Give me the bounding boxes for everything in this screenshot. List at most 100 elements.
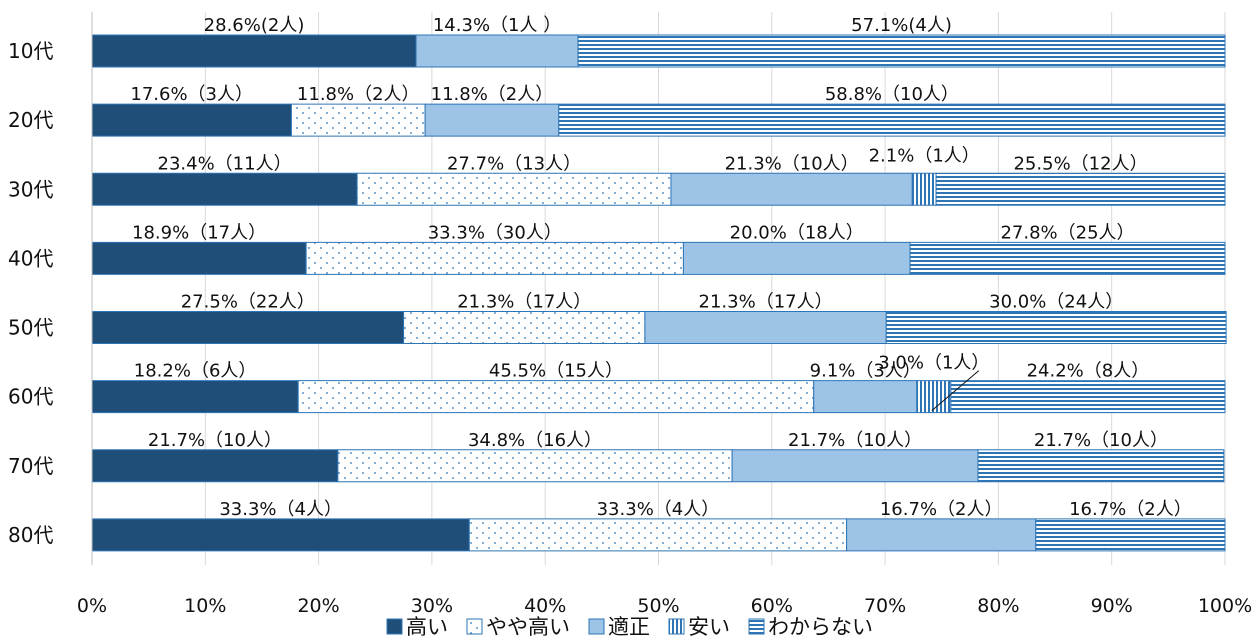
- data-label: 21.3%（17人）: [457, 292, 591, 313]
- x-tick-label: 50%: [637, 595, 679, 617]
- data-label: 30.0%（24人）: [989, 292, 1123, 313]
- bar-segment: [577, 34, 1226, 68]
- data-label: 17.6%（3人）: [130, 84, 253, 105]
- bar-segment: [305, 241, 684, 275]
- legend: 高い やや高い 適正 安い わからない: [386, 615, 873, 639]
- data-label: 9.1%（3人）: [810, 361, 921, 382]
- data-label: 28.6%(2人): [204, 15, 305, 36]
- bar-segment: [682, 241, 911, 275]
- category-label: 50代: [8, 316, 53, 340]
- category-label: 30代: [8, 177, 53, 201]
- data-label: 21.3%（17人）: [699, 292, 833, 313]
- x-tick-label: 10%: [184, 595, 226, 617]
- data-label: 18.9%（17人）: [132, 222, 266, 243]
- category-label: 70代: [8, 454, 53, 478]
- bars: [91, 34, 1227, 552]
- x-tick-label: 60%: [751, 595, 793, 617]
- bar-segment: [91, 103, 292, 137]
- category-label: 60代: [8, 385, 53, 409]
- data-label: 2.1%（1人）: [869, 145, 980, 166]
- data-label: 11.8%（2人）: [297, 84, 420, 105]
- category-label: 20代: [8, 108, 53, 132]
- legend-swatch: [748, 618, 765, 635]
- x-tick-label: 20%: [297, 595, 339, 617]
- bar-segment: [356, 172, 672, 206]
- data-label: 24.2%（8人）: [1027, 361, 1150, 382]
- x-tick-label: 70%: [864, 595, 906, 617]
- legend-label: やや高い: [486, 615, 570, 639]
- bar-segment: [91, 380, 299, 414]
- bar-segment: [91, 241, 307, 275]
- x-tick-label: 80%: [977, 595, 1019, 617]
- leader-line: [931, 370, 980, 412]
- bar-segment: [846, 518, 1037, 552]
- category-label: 10代: [8, 39, 53, 63]
- data-label: 45.5%（15人）: [489, 361, 623, 382]
- bar-segment: [813, 380, 918, 414]
- data-label: 33.3%（4人）: [597, 499, 720, 520]
- data-label: 23.4%（11人）: [158, 153, 292, 174]
- bar-segment: [91, 311, 405, 344]
- data-label: 27.7%（13人）: [447, 153, 581, 174]
- bar-segment: [91, 172, 358, 206]
- data-label: 21.7%（10人）: [788, 430, 922, 451]
- legend-swatch: [668, 618, 685, 635]
- bar-segment: [909, 241, 1226, 275]
- bar-segment: [670, 172, 913, 206]
- legend-label: わからない: [768, 615, 873, 639]
- bar-segment: [731, 449, 979, 483]
- data-label: 20.0%（18人）: [730, 222, 864, 243]
- data-label: 21.7%（10人）: [1034, 430, 1168, 451]
- data-label: 33.3%（30人）: [428, 222, 562, 243]
- data-label: 16.7%（2人）: [880, 499, 1003, 520]
- bar-segment: [297, 380, 815, 414]
- data-label: 25.5%（12人）: [1013, 153, 1147, 174]
- axes: 0% 10% 20% 30% 40% 50% 60% 70% 80% 90% 100% 10代 20代 3…: [8, 12, 1252, 617]
- data-label: 16.7%（2人）: [1069, 499, 1192, 520]
- legend-label: 高い: [406, 615, 448, 639]
- data-label: 21.3%（10人）: [725, 153, 859, 174]
- data-labels: 28.6%(2人) 14.3%（1人 ） 57.1%(4人) 17.6%（3人） 11.…: [130, 15, 1191, 520]
- category-label: 40代: [8, 246, 53, 270]
- data-label: 57.1%(4人): [851, 15, 952, 36]
- bar-segment: [977, 449, 1225, 483]
- x-tick-label: 0%: [77, 595, 107, 617]
- data-label: 58.8%（10人）: [825, 84, 959, 105]
- x-tick-label: 90%: [1091, 595, 1133, 617]
- data-label: 34.8%（16人）: [468, 430, 602, 451]
- bar-segment: [935, 172, 1226, 206]
- data-label: 3.0%（1人）: [878, 353, 989, 374]
- data-label: 27.5%（22人）: [181, 292, 315, 313]
- bar-segment: [290, 103, 426, 137]
- bar-segment: [403, 311, 646, 344]
- bar-segment: [468, 518, 848, 552]
- data-label: 27.8%（25人）: [1000, 222, 1134, 243]
- bar-segment: [916, 380, 952, 414]
- bar-segment: [558, 103, 1226, 137]
- data-label: 14.3%（1人 ）: [433, 15, 561, 36]
- data-label: 21.7%（10人）: [148, 430, 282, 451]
- x-tick-label: 40%: [524, 595, 566, 617]
- bar-segment: [950, 380, 1226, 414]
- legend-swatch: [466, 618, 483, 635]
- bar-segment: [415, 34, 579, 68]
- data-label: 11.8%（2人）: [431, 84, 554, 105]
- bar-segment: [91, 518, 470, 552]
- legend-label: 安い: [688, 615, 730, 639]
- bar-segment: [644, 311, 887, 344]
- data-label: 18.2%（6人）: [134, 361, 257, 382]
- data-label: 33.3%（4人）: [219, 499, 342, 520]
- bar-segment: [911, 172, 937, 206]
- legend-swatch: [386, 618, 403, 635]
- x-tick-label: 100%: [1198, 595, 1252, 617]
- bar-segment: [91, 34, 417, 68]
- legend-label: 適正: [608, 615, 650, 639]
- bar-segment: [885, 311, 1227, 344]
- category-label: 80代: [8, 523, 53, 547]
- bar-segment: [1035, 518, 1226, 552]
- bar-segment: [337, 449, 733, 483]
- legend-swatch: [588, 618, 605, 635]
- x-tick-label: 30%: [411, 595, 453, 617]
- bar-segment: [91, 449, 339, 483]
